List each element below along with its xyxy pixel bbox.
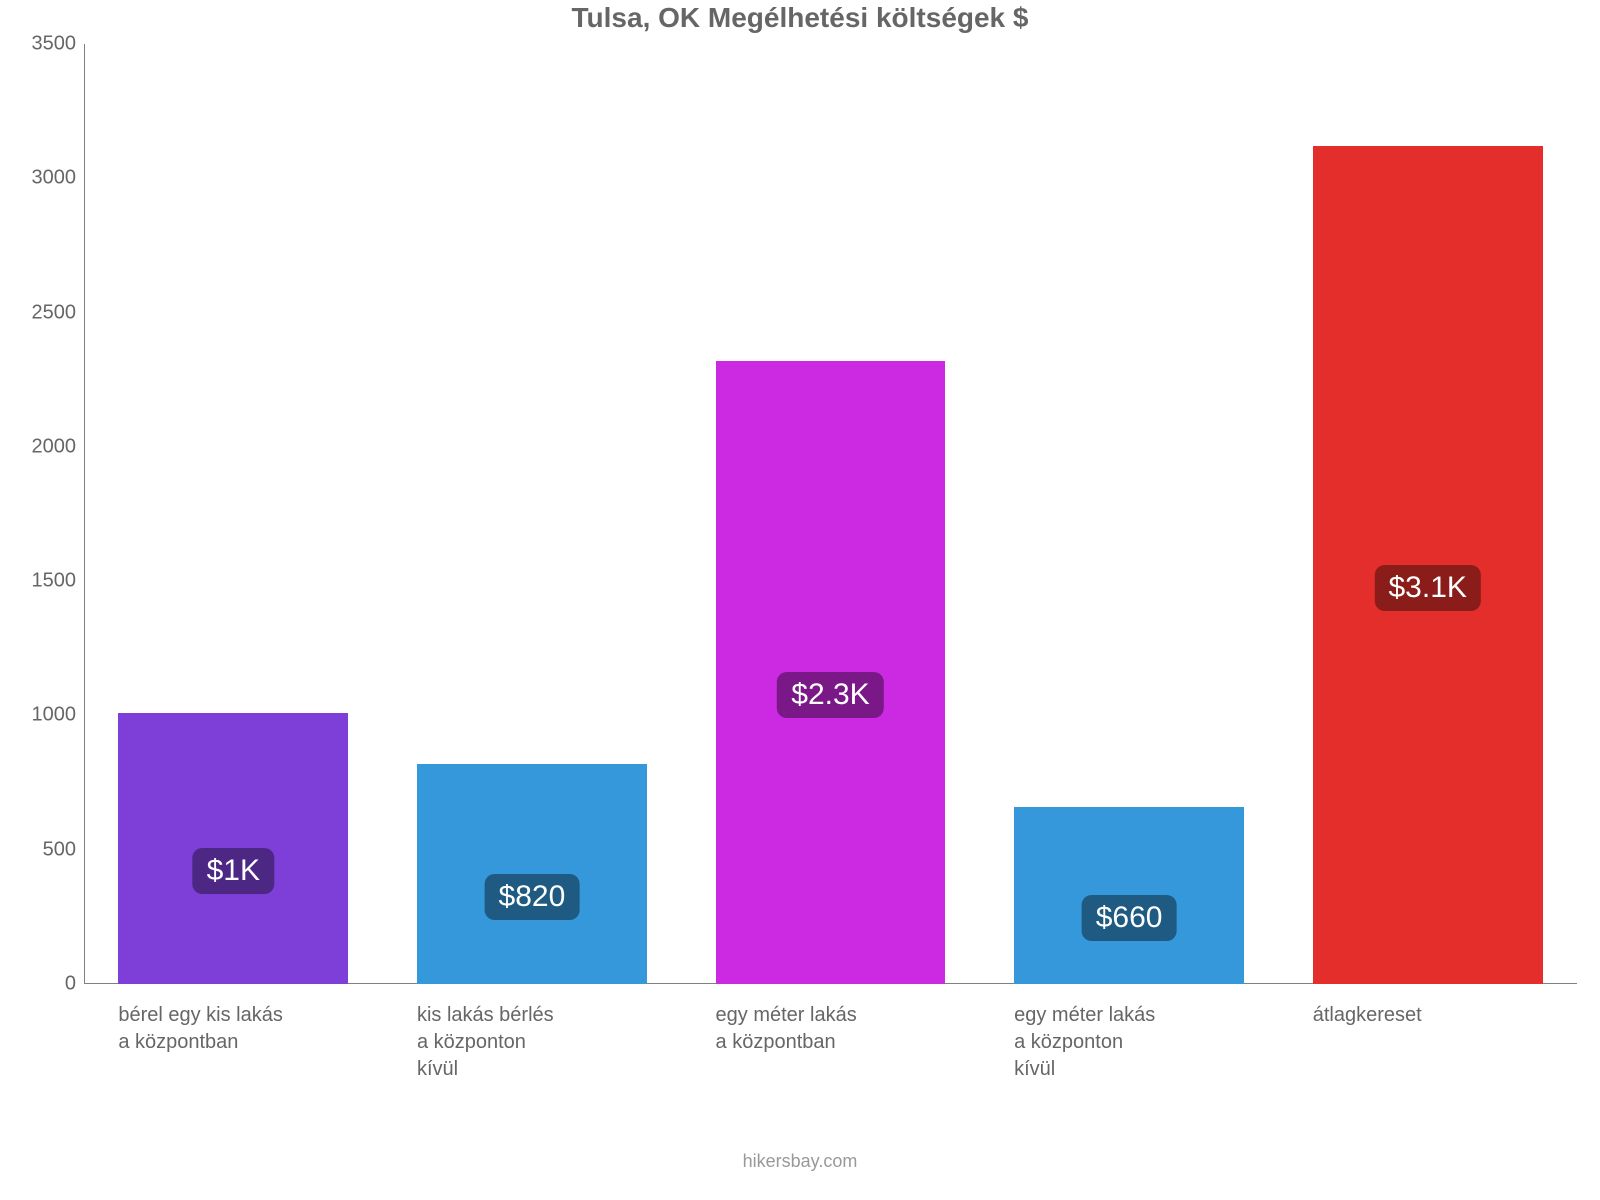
ytick-2500: 2500 <box>32 301 77 324</box>
ytick-2000: 2000 <box>32 435 77 458</box>
value-badge: $1K <box>193 848 274 894</box>
xtick-3: egy méter lakás a központon kívül <box>1014 1002 1244 1083</box>
ytick-1500: 1500 <box>32 570 77 593</box>
ytick-3500: 3500 <box>32 33 77 56</box>
source-label: hikersbay.com <box>0 1151 1600 1172</box>
cost-of-living-chart: Tulsa, OK Megélhetési költségek $ 0 500 … <box>0 0 1600 1200</box>
xtick-1: kis lakás bérlés a központon kívül <box>417 1002 647 1083</box>
value-badge: $820 <box>485 874 580 920</box>
bar-rent-small-outside: $820 <box>417 764 647 984</box>
xtick-0: bérel egy kis lakás a központban <box>118 1002 348 1056</box>
y-axis-line <box>84 44 85 984</box>
value-badge: $660 <box>1082 895 1177 941</box>
bar-sqm-center: $2.3K <box>716 361 946 984</box>
bar-rent-small-center: $1K <box>118 713 348 984</box>
bar-avg-salary: $3.1K <box>1313 146 1543 984</box>
chart-title: Tulsa, OK Megélhetési költségek $ <box>0 2 1600 34</box>
bar-sqm-outside: $660 <box>1014 807 1244 984</box>
value-badge: $2.3K <box>777 672 883 718</box>
ytick-3000: 3000 <box>32 167 77 190</box>
xtick-2: egy méter lakás a központban <box>716 1002 946 1056</box>
ytick-1000: 1000 <box>32 704 77 727</box>
plot-area: 0 500 1000 1500 2000 2500 3000 3500 $1K … <box>84 44 1577 984</box>
xtick-4: átlagkereset <box>1313 1002 1543 1029</box>
ytick-0: 0 <box>65 973 76 996</box>
ytick-500: 500 <box>43 838 76 861</box>
value-badge: $3.1K <box>1374 565 1480 611</box>
